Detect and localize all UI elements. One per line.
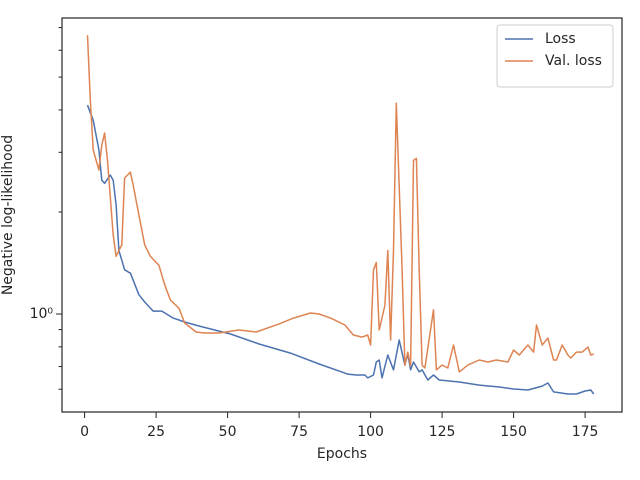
x-tick-label: 150 <box>500 424 527 440</box>
legend-label: Loss <box>545 31 576 47</box>
y-tick-label: 10⁰ <box>30 306 54 322</box>
x-tick-label: 0 <box>80 424 89 440</box>
series-line <box>86 35 594 373</box>
x-tick-label: 100 <box>357 424 384 440</box>
series-line <box>86 104 595 395</box>
axes-frame <box>61 17 623 413</box>
legend-label: Val. loss <box>545 53 602 69</box>
x-axis-label: Epochs <box>317 446 367 462</box>
x-tick-label: 25 <box>147 424 165 440</box>
x-tick-label: 50 <box>219 424 237 440</box>
x-tick-label: 75 <box>290 424 308 440</box>
x-tick-label: 125 <box>429 424 456 440</box>
legend-box <box>496 24 614 88</box>
x-tick-label: 175 <box>572 424 599 440</box>
y-axis-label: Negative log-likelihood <box>0 135 16 295</box>
